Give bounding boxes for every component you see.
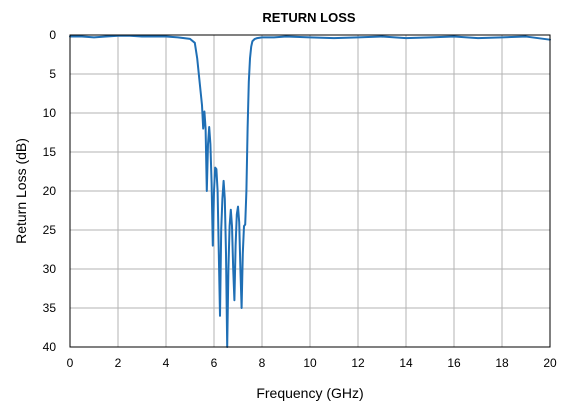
y-tick-labels: 0 5 10 15 20 25 30 35 40 bbox=[43, 28, 57, 354]
y-axis-label: Return Loss (dB) bbox=[13, 138, 29, 244]
y-tick-label: 5 bbox=[49, 67, 56, 81]
x-axis-label: Frequency (GHz) bbox=[256, 385, 363, 401]
x-tick-label: 2 bbox=[115, 356, 122, 370]
x-tick-labels: 0 2 4 6 8 10 12 14 16 18 20 bbox=[67, 356, 557, 370]
x-tick-label: 0 bbox=[67, 356, 74, 370]
chart-title: RETURN LOSS bbox=[262, 10, 356, 25]
plot-frame bbox=[69, 34, 551, 348]
y-tick-label: 10 bbox=[43, 106, 57, 120]
x-tick-label: 16 bbox=[447, 356, 461, 370]
x-tick-label: 10 bbox=[303, 356, 317, 370]
y-tick-label: 0 bbox=[49, 28, 56, 42]
y-tick-label: 35 bbox=[43, 301, 57, 315]
y-tick-label: 15 bbox=[43, 145, 57, 159]
x-tick-label: 12 bbox=[351, 356, 365, 370]
grid-lines bbox=[70, 35, 550, 347]
y-tick-label: 20 bbox=[43, 184, 57, 198]
x-tick-label: 14 bbox=[399, 356, 413, 370]
return-loss-line bbox=[69, 34, 551, 348]
x-tick-label: 20 bbox=[543, 356, 557, 370]
x-tick-label: 18 bbox=[495, 356, 509, 370]
x-tick-label: 8 bbox=[259, 356, 266, 370]
y-tick-label: 30 bbox=[43, 262, 57, 276]
x-tick-label: 4 bbox=[163, 356, 170, 370]
x-tick-label: 6 bbox=[211, 356, 218, 370]
series-layer bbox=[69, 34, 551, 348]
y-tick-label: 40 bbox=[43, 340, 57, 354]
y-tick-label: 25 bbox=[43, 223, 57, 237]
